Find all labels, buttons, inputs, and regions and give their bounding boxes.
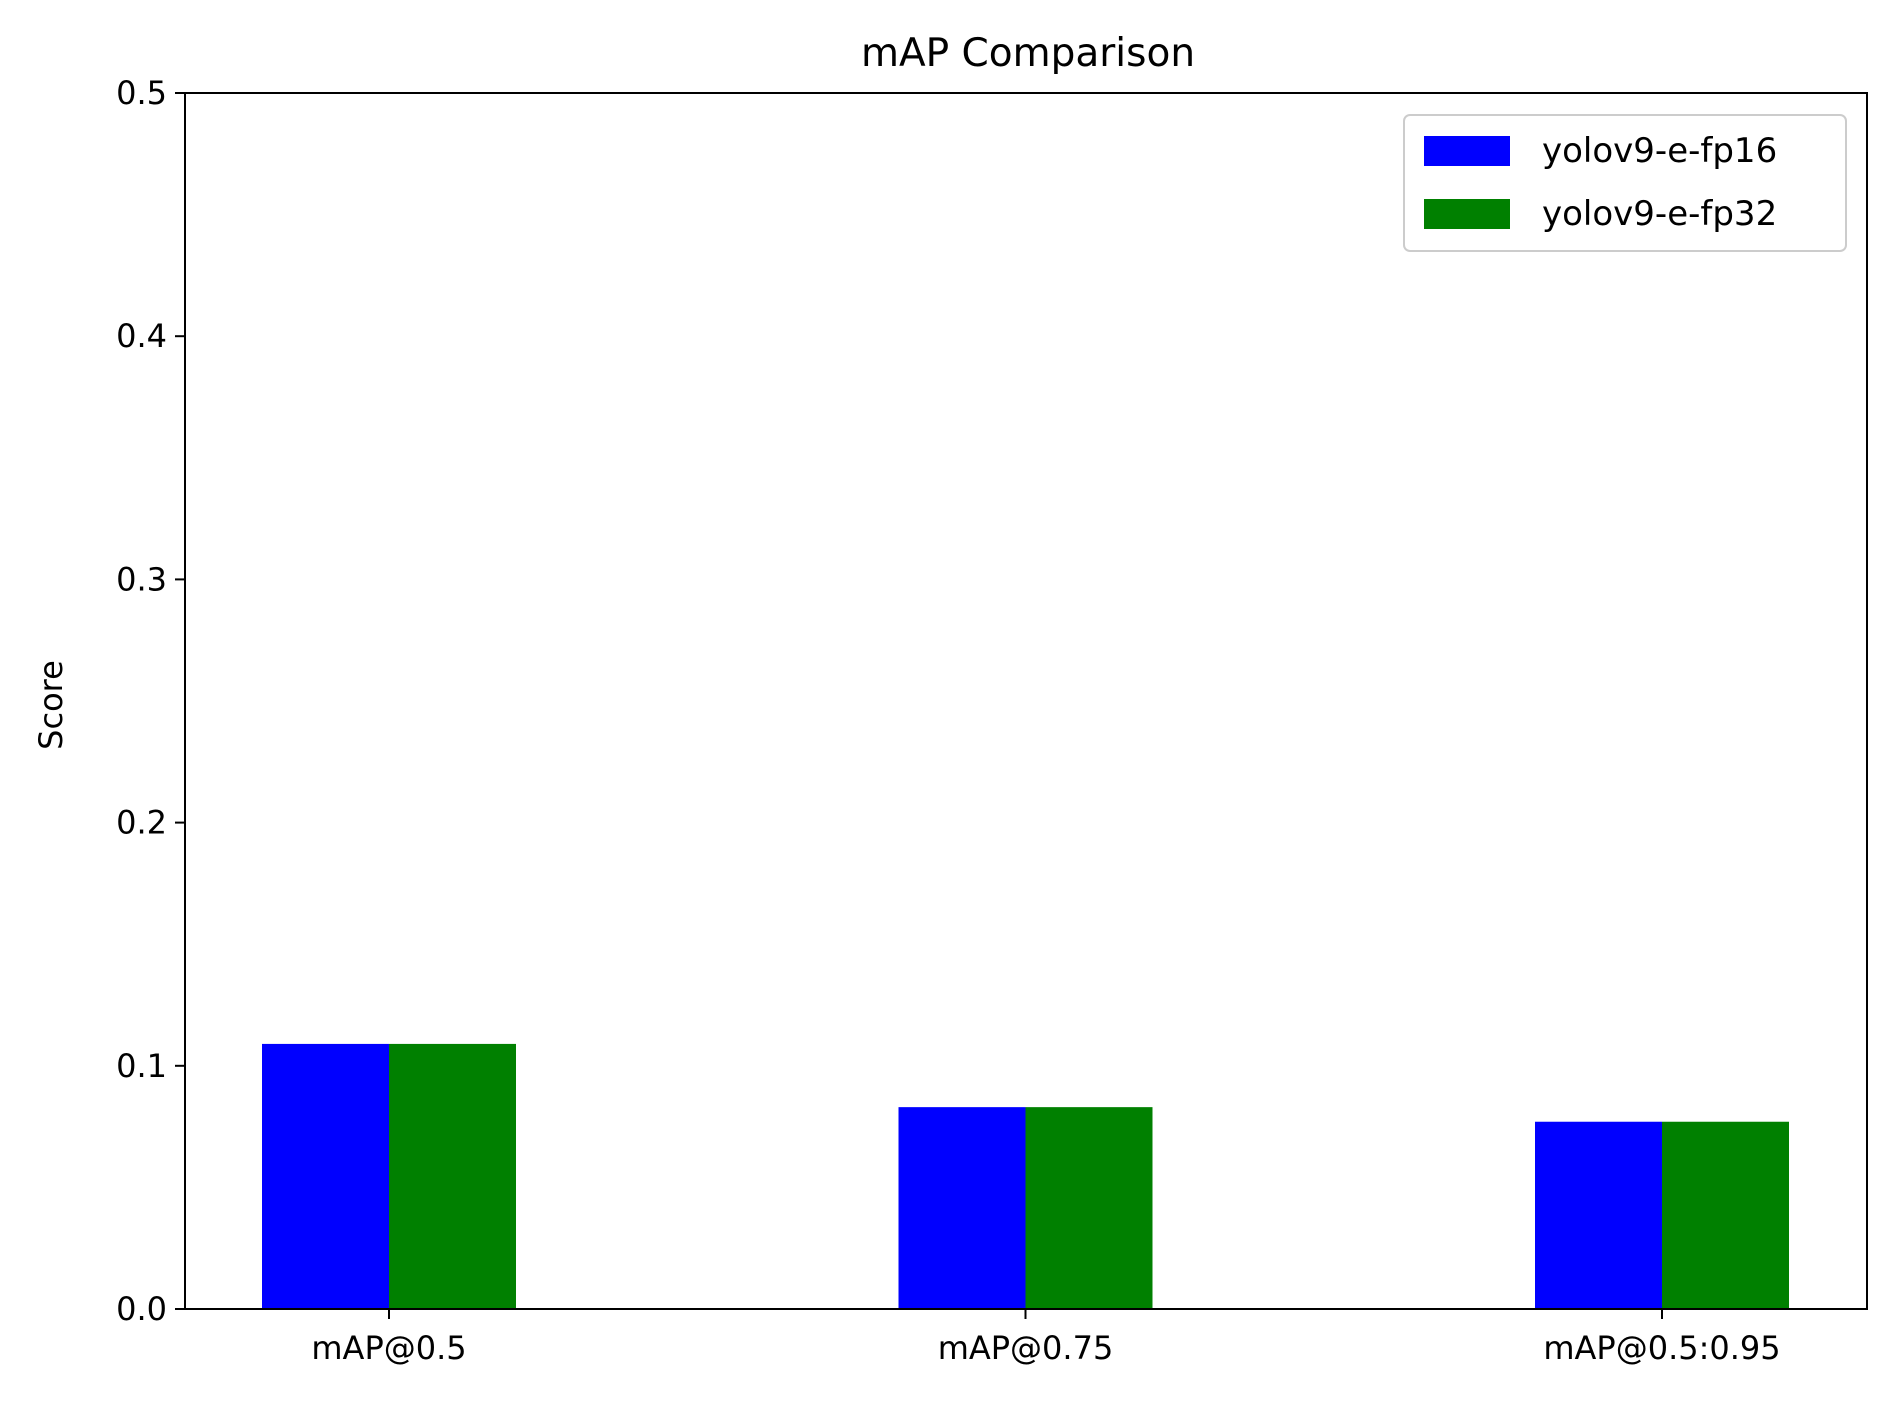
y-tick-label: 0.3 [116,560,167,598]
x-tick-label: mAP@0.75 [938,1329,1114,1367]
y-axis-label: Score [32,660,70,750]
y-tick-label: 0.1 [116,1047,167,1085]
bar-yolov9-e-fp16-mAP@0.5:0.95 [1535,1121,1662,1309]
x-tick-label: mAP@0.5:0.95 [1543,1329,1780,1367]
y-axis-ticks: 0.0 0.1 0.2 0.3 0.4 0.5 [116,74,185,1328]
y-tick-label: 0.4 [116,317,167,355]
legend: yolov9-e-fp16 yolov9-e-fp32 [1403,114,1847,252]
bar-yolov9-e-fp32-mAP@0.5 [389,1043,516,1309]
x-tick-label: mAP@0.5 [311,1329,466,1367]
legend-frame [1403,114,1847,252]
y-tick-label: 0.0 [116,1290,167,1328]
bar-yolov9-e-fp32-mAP@0.75 [1025,1107,1153,1309]
y-tick-label: 0.5 [116,74,167,112]
bars-group [262,1043,1789,1309]
legend-label: yolov9-e-fp32 [1542,194,1777,234]
bar-yolov9-e-fp16-mAP@0.75 [898,1107,1026,1309]
bar-yolov9-e-fp32-mAP@0.5:0.95 [1662,1121,1789,1309]
legend-label: yolov9-e-fp16 [1542,131,1777,171]
legend-swatch [1424,199,1510,229]
x-axis-ticks: mAP@0.5 mAP@0.75 mAP@0.5:0.95 [311,1309,1781,1367]
chart-title: mAP Comparison [861,31,1195,76]
bar-yolov9-e-fp16-mAP@0.5 [262,1043,389,1309]
y-tick-label: 0.2 [116,804,167,842]
legend-swatch [1424,136,1510,166]
plot-area-frame [184,92,1868,1310]
